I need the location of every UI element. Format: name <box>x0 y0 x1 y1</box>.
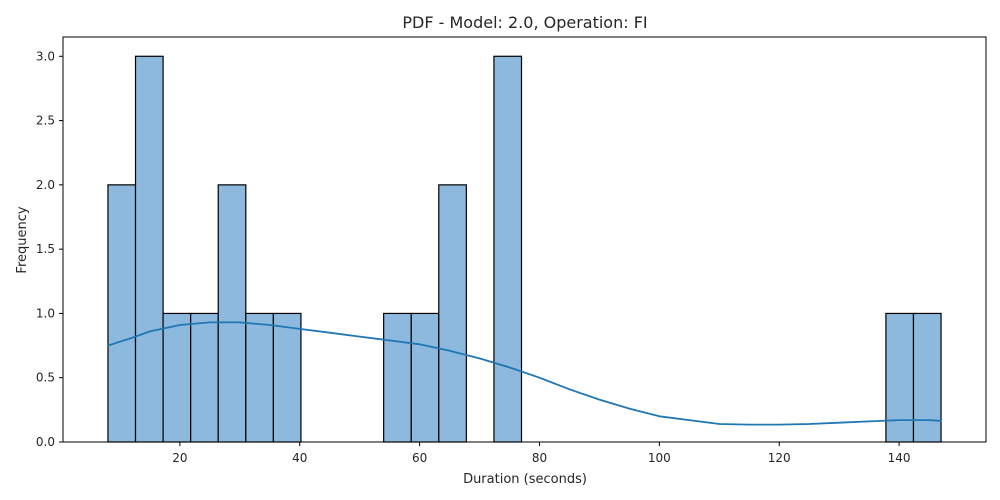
histogram-bar-5 <box>245 312 274 443</box>
plot-frame <box>62 36 987 443</box>
chart-title: PDF - Model: 2.0, Operation: FI <box>402 13 647 32</box>
histogram-bar-8 <box>410 312 440 443</box>
x-axis-label: Duration (seconds) <box>463 472 587 487</box>
y-tick-label-0: 0.0 <box>36 435 55 449</box>
x-tick-label-60: 60 <box>412 451 427 465</box>
histogram-bar-10 <box>493 55 523 443</box>
histogram-bar-11 <box>885 312 915 443</box>
kde-layer <box>107 321 942 426</box>
histogram-bar-12 <box>912 312 942 443</box>
y-axis-ticks: 0.0 0.5 1.0 1.5 2.0 2.5 3.0 <box>36 49 63 449</box>
x-tick-label-20: 20 <box>172 451 187 465</box>
histogram-bar-2 <box>162 312 192 443</box>
histogram-bar-3 <box>190 312 219 443</box>
histogram-bar-6 <box>272 312 302 443</box>
x-tick-label-40: 40 <box>292 451 307 465</box>
histogram-bar-9 <box>438 184 467 443</box>
x-tick-label-80: 80 <box>532 451 547 465</box>
y-tick-label-6: 3.0 <box>36 49 55 63</box>
y-tick-label-3: 1.5 <box>36 242 55 256</box>
y-tick-label-4: 2.0 <box>36 178 55 192</box>
x-tick-label-140: 140 <box>888 451 911 465</box>
y-tick-label-1: 0.5 <box>36 371 55 385</box>
x-tick-label-120: 120 <box>768 451 791 465</box>
x-tick-label-100: 100 <box>648 451 671 465</box>
histogram-bar-7 <box>383 312 412 443</box>
y-tick-label-2: 1.0 <box>36 306 55 320</box>
histogram-bar-0 <box>107 184 137 443</box>
kde-curve <box>107 321 942 426</box>
bars-layer <box>107 55 942 443</box>
x-axis-ticks: 20 40 60 80 100 120 140 <box>172 442 911 465</box>
histogram-bar-4 <box>217 184 247 443</box>
y-axis-label: Frequency <box>15 206 30 273</box>
histogram-bar-1 <box>134 55 164 443</box>
y-tick-label-5: 2.5 <box>36 114 55 128</box>
